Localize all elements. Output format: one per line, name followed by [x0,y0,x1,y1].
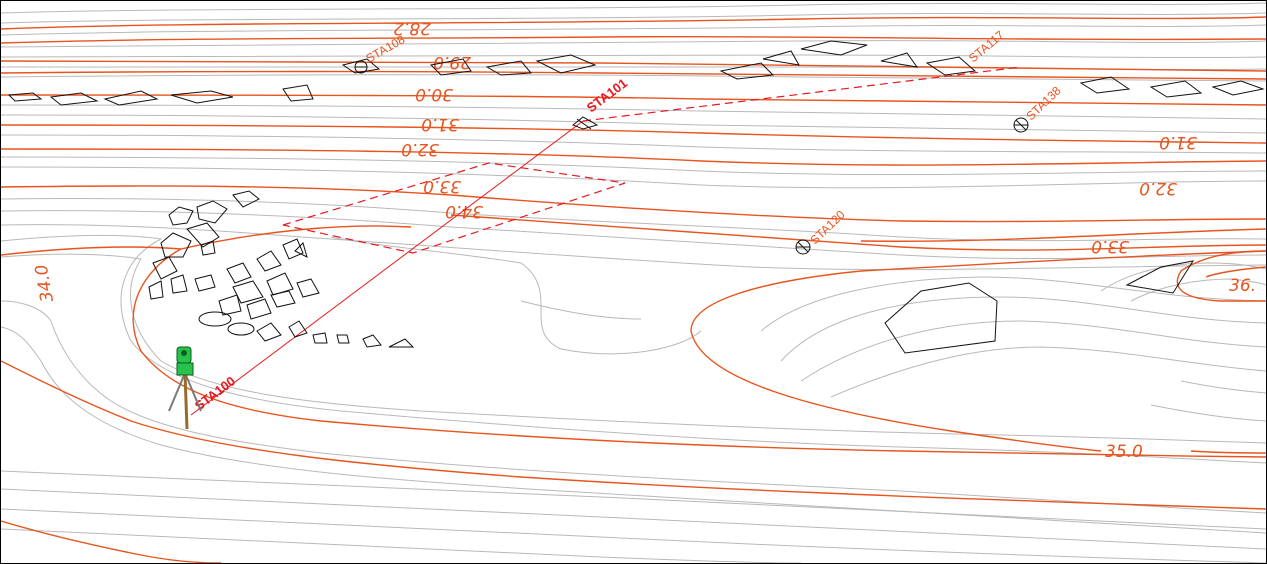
major-contours [1,16,1266,563]
dashed-boundary [282,162,626,254]
contour-label-33-left: 33.0 [423,176,461,196]
contour-label-35: 35.0 [1105,442,1143,462]
contour-label-31-right: 31.0 [1159,132,1197,152]
station-marker-sta101[interactable] [572,116,599,130]
boulder-outline [884,282,998,354]
traverse-line [190,120,584,416]
station-markers [354,60,1029,255]
station-marker-sta120[interactable] [795,239,811,255]
contour-label-36: 36. [1229,276,1256,296]
contour-label-32-right: 32.0 [1139,178,1177,198]
contour-label-32-left: 32.0 [401,139,439,159]
station-label-sta108: STA108 [364,32,408,66]
contour-label-31-left: 31.0 [421,114,459,134]
contour-labels: 28.2 29.0 30.0 31.0 32.0 33.0 34.0 31.0 … [32,18,1256,462]
station-labels: STA100 STA101 STA120 STA138 STA117 STA10… [192,28,1064,414]
traverse-line-north [582,66,1022,122]
survey-area [190,66,1022,416]
contour-label-29: 29.0 [433,52,471,72]
contour-label-34: 34.0 [32,263,58,304]
station-marker-sta108[interactable] [354,60,368,74]
contour-label-30: 30.0 [415,84,453,104]
station-marker-sta138[interactable] [1013,117,1029,133]
total-station-tripod-icon[interactable] [168,346,202,430]
rock-outlines [7,40,1265,354]
station-label-sta117: STA117 [966,28,1007,66]
contour-label-34-inner: 34.0 [445,201,483,221]
contour-label-33-right: 33.0 [1091,236,1129,256]
contour-label-28-2: 28.2 [393,18,431,38]
